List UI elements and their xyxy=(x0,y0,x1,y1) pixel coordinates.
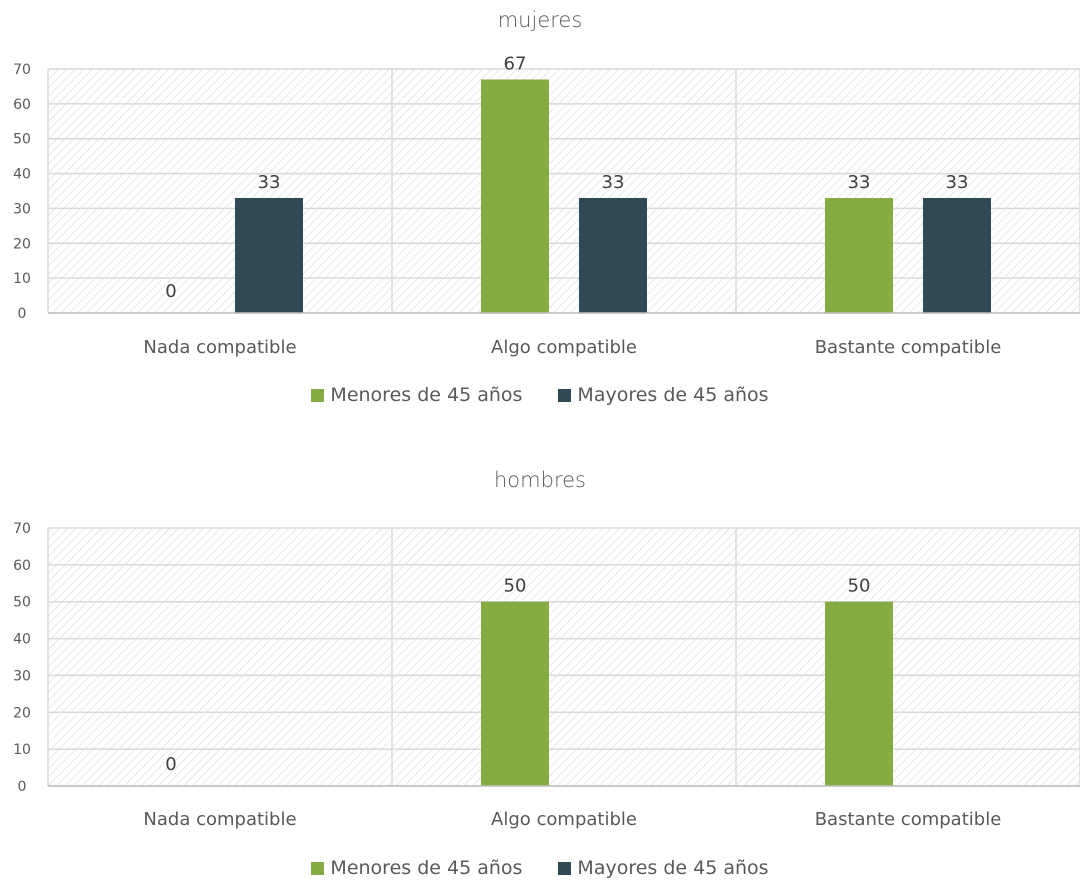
data-label: 33 xyxy=(946,172,969,193)
chart-mujeres: mujeres 0 10 20 30 40 50 60 70 0 33 Nada compatibl… xyxy=(0,0,1080,430)
legend-item-menores: Menores de 45 años xyxy=(311,857,522,879)
bar-menores xyxy=(825,601,893,786)
chart-title: hombres xyxy=(494,468,586,492)
plot-area: 0 10 20 30 40 50 60 70 0 33 Nada compatible 67 33 Alg… xyxy=(13,53,1080,358)
y-tick-label: 10 xyxy=(13,742,31,758)
legend-swatch-menores xyxy=(311,388,325,402)
category-label: Nada compatible xyxy=(143,809,296,830)
y-tick-label: 70 xyxy=(13,521,31,537)
legend-item-menores: Menores de 45 años xyxy=(311,384,522,406)
chart-title: mujeres xyxy=(497,8,583,32)
legend-label-mayores: Mayores de 45 años xyxy=(577,857,769,879)
category-label: Bastante compatible xyxy=(815,337,1002,358)
data-label: 67 xyxy=(504,53,527,74)
y-tick-label: 0 xyxy=(18,779,27,795)
y-tick-label: 10 xyxy=(13,271,31,287)
data-label: 33 xyxy=(848,172,871,193)
data-label: 0 xyxy=(165,281,176,302)
legend-swatch-mayores xyxy=(558,388,572,402)
data-label: 0 xyxy=(165,754,176,775)
category-label: Nada compatible xyxy=(143,337,296,358)
legend-label-menores: Menores de 45 años xyxy=(330,384,523,406)
y-tick-label: 30 xyxy=(13,201,31,217)
y-tick-label: 30 xyxy=(13,668,31,684)
y-tick-label: 60 xyxy=(13,97,31,113)
bar-mayores xyxy=(923,197,991,313)
category-label: Algo compatible xyxy=(491,337,637,358)
category-label: Bastante compatible xyxy=(815,809,1002,830)
legend-swatch-menores xyxy=(311,861,325,875)
y-tick-label: 40 xyxy=(13,632,31,648)
legend: Menores de 45 años Mayores de 45 años xyxy=(0,384,1080,406)
data-label: 50 xyxy=(848,576,871,597)
y-tick-label: 40 xyxy=(13,167,31,183)
legend: Menores de 45 años Mayores de 45 años xyxy=(0,857,1080,879)
bar-mayores xyxy=(579,197,647,313)
y-tick-label: 60 xyxy=(13,558,31,574)
y-tick-label: 50 xyxy=(13,132,31,148)
legend-item-mayores: Mayores de 45 años xyxy=(558,857,769,879)
y-tick-label: 70 xyxy=(13,62,31,78)
y-tick-label: 50 xyxy=(13,595,31,611)
data-label: 50 xyxy=(504,576,527,597)
data-label: 33 xyxy=(258,172,281,193)
plot-background xyxy=(48,69,1080,313)
plot-background xyxy=(48,528,1080,786)
y-tick-label: 20 xyxy=(13,705,31,721)
bar-menores xyxy=(825,197,893,313)
data-label: 33 xyxy=(602,172,625,193)
y-tick-label: 0 xyxy=(18,306,27,322)
legend-label-menores: Menores de 45 años xyxy=(330,857,523,879)
legend-label-mayores: Mayores de 45 años xyxy=(577,384,769,406)
y-tick-label: 20 xyxy=(13,236,31,252)
legend-swatch-mayores xyxy=(558,861,572,875)
chart-hombres: hombres 0 10 20 30 40 50 60 70 0 Nada compatible 5… xyxy=(0,460,1080,882)
bar-mayores xyxy=(235,197,303,313)
plot-area: 0 10 20 30 40 50 60 70 0 Nada compatible 50 Algo co… xyxy=(13,521,1080,830)
category-label: Algo compatible xyxy=(491,809,637,830)
bar-menores xyxy=(481,79,549,313)
legend-item-mayores: Mayores de 45 años xyxy=(558,384,769,406)
bar-menores xyxy=(481,601,549,786)
